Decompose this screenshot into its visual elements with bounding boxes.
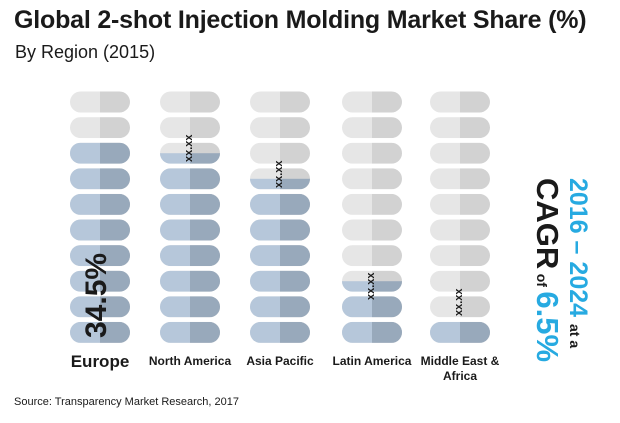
category-label: Middle East & Africa xyxy=(420,354,500,383)
cagr-label: CAGR xyxy=(530,178,565,270)
value-label: xx.xx xyxy=(273,160,285,188)
category-label: Latin America xyxy=(332,354,412,368)
pill-unit xyxy=(430,219,490,241)
pill-unit xyxy=(70,245,130,267)
pill-unit xyxy=(160,91,220,113)
pill-unit xyxy=(160,245,220,267)
column-latin-america xyxy=(342,91,402,343)
column-asia-pacific xyxy=(250,91,310,343)
pill-unit xyxy=(342,142,402,164)
pill-unit xyxy=(250,270,310,292)
pill-unit xyxy=(430,245,490,267)
pill-unit xyxy=(342,117,402,139)
pill-unit xyxy=(342,168,402,190)
pill-unit xyxy=(70,321,130,343)
pill-unit xyxy=(342,270,402,292)
value-label: xx.xx xyxy=(365,272,377,300)
pill-unit xyxy=(160,193,220,215)
pill-unit xyxy=(70,91,130,113)
pill-unit xyxy=(430,193,490,215)
pill-unit xyxy=(160,168,220,190)
pill-unit xyxy=(70,193,130,215)
category-label: North America xyxy=(148,354,232,368)
cagr-period: 2016 – 2024 xyxy=(564,178,592,318)
pill-unit xyxy=(250,117,310,139)
pill-unit xyxy=(250,245,310,267)
cagr-at-a: at a xyxy=(567,323,583,349)
pill-unit xyxy=(250,321,310,343)
pill-unit xyxy=(160,321,220,343)
pill-unit xyxy=(342,219,402,241)
pill-unit xyxy=(430,117,490,139)
pill-unit xyxy=(342,245,402,267)
pill-unit xyxy=(430,168,490,190)
pill-unit xyxy=(70,117,130,139)
pill-unit xyxy=(160,296,220,318)
column-europe xyxy=(70,91,130,343)
pill-unit xyxy=(250,168,310,190)
pill-unit xyxy=(250,219,310,241)
chart-title: Global 2-shot Injection Molding Market S… xyxy=(14,6,587,34)
cagr-of: of xyxy=(534,273,550,287)
pill-unit xyxy=(70,168,130,190)
pill-unit xyxy=(160,219,220,241)
pill-unit xyxy=(342,321,402,343)
pill-unit xyxy=(342,91,402,113)
category-label: Asia Pacific xyxy=(246,354,314,368)
value-label: xx.xx xyxy=(183,134,195,162)
pill-unit xyxy=(250,193,310,215)
category-label: Europe xyxy=(70,352,130,371)
pill-unit xyxy=(160,117,220,139)
pill-unit xyxy=(70,296,130,318)
pill-unit xyxy=(430,91,490,113)
pill-unit xyxy=(250,142,310,164)
pill-unit xyxy=(160,270,220,292)
pill-unit xyxy=(430,296,490,318)
source-note: Source: Transparency Market Research, 20… xyxy=(14,396,240,408)
value-label: xx.xx xyxy=(453,288,465,316)
pill-unit xyxy=(430,321,490,343)
pill-unit xyxy=(342,296,402,318)
pill-unit xyxy=(250,296,310,318)
pill-unit xyxy=(430,270,490,292)
pill-unit xyxy=(70,219,130,241)
column-north-america xyxy=(160,91,220,343)
chart-subtitle: By Region (2015) xyxy=(15,42,156,62)
pill-unit xyxy=(70,270,130,292)
pill-unit xyxy=(342,193,402,215)
pill-unit xyxy=(250,91,310,113)
column-middle-east-africa xyxy=(430,91,490,343)
value-label: 34.5% xyxy=(80,252,113,338)
pill-unit xyxy=(160,142,220,164)
pill-unit xyxy=(70,142,130,164)
pill-unit xyxy=(430,142,490,164)
cagr-callout: 2016 – 2024 at a CAGR of 6.5% xyxy=(530,178,592,363)
cagr-value: 6.5% xyxy=(530,291,565,363)
